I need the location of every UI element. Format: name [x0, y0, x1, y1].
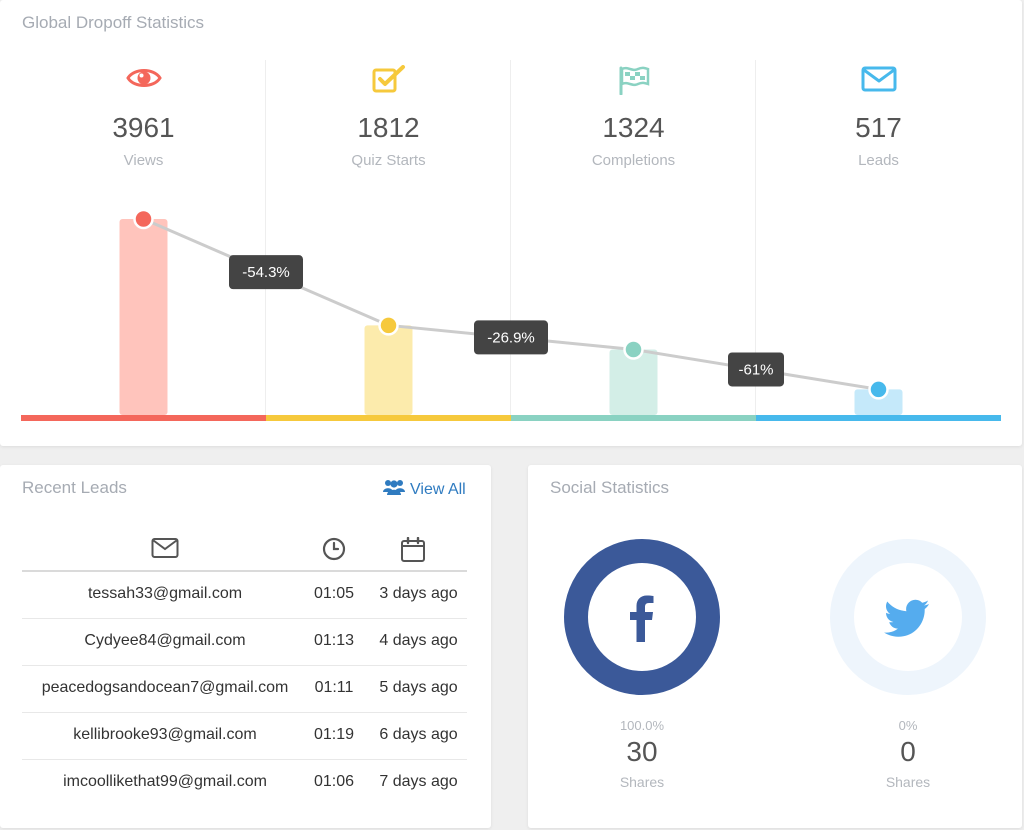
column-divider	[755, 60, 756, 415]
lead-email: Cydyee84@gmail.com	[84, 632, 246, 649]
flag-icon	[511, 65, 756, 95]
dropoff-chart: -54.3% -26.9% -61%	[21, 208, 1001, 421]
leads-count: 517	[855, 112, 902, 143]
view-all-link[interactable]: View All	[383, 479, 466, 500]
view-all-label: View All	[410, 480, 466, 498]
point-2	[378, 315, 399, 336]
table-header-rule	[22, 570, 467, 572]
lead-time: 01:11	[314, 679, 354, 696]
baseline-segment-2	[266, 415, 511, 421]
views-count: 3961	[112, 112, 175, 143]
dropoff-badge-2	[474, 320, 548, 355]
users-icon	[383, 479, 405, 500]
views-label: Views	[123, 152, 164, 169]
point-4	[868, 379, 889, 400]
lead-date: 7 days ago	[379, 773, 458, 790]
facebook-stats: 100.0% 30 Shares	[592, 718, 692, 790]
twitter-percent: 0%	[898, 718, 918, 733]
point-3	[623, 339, 644, 360]
leads-label: Leads	[858, 152, 899, 169]
table-row-rule	[22, 712, 467, 713]
dropoff-label-3: -61%	[738, 361, 773, 378]
column-divider	[265, 60, 266, 415]
lead-date: 3 days ago	[379, 585, 458, 602]
bar-2	[364, 325, 413, 415]
facebook-icon	[630, 595, 654, 642]
bar-1	[119, 219, 168, 415]
recent-leads-card: Recent Leads	[0, 465, 491, 828]
table-row-rule	[22, 618, 467, 619]
clock-icon	[322, 537, 346, 566]
baseline-segment-3	[511, 415, 756, 421]
lead-time: 01:13	[313, 632, 355, 649]
lead-email: tessah33@gmail.com	[87, 585, 243, 602]
social-statistics-title: Social Statistics	[550, 478, 670, 497]
lead-date: 4 days ago	[379, 632, 458, 649]
facebook-count: 30	[626, 736, 658, 767]
lead-email: imcoollikethat99@gmail.com	[63, 773, 267, 790]
checkbox-icon	[266, 65, 511, 93]
baseline-segment-1	[21, 415, 266, 421]
dropoff-badge-1	[229, 255, 303, 290]
lead-email: kellibrooke93@gmail.com	[73, 726, 257, 743]
lead-time: 01:19	[313, 726, 355, 743]
completions-label: Completions	[591, 152, 676, 169]
envelope-icon	[151, 537, 179, 564]
dropoff-card: Global Dropoff Statistics 3961 Views 181…	[0, 0, 1022, 446]
quiz-starts-label: Quiz Starts	[351, 152, 426, 169]
dropoff-label-1: -54.3%	[242, 264, 290, 281]
table-row-rule	[22, 665, 467, 666]
lead-email: peacedogsandocean7@gmail.com	[41, 679, 289, 696]
dropoff-badge-3	[728, 352, 784, 387]
social-statistics-card: Social Statistics 100.0% 30 Shares 0% 0 …	[528, 465, 1022, 828]
stage-quiz-starts: 1812 Quiz Starts	[266, 60, 511, 415]
twitter-stats: 0% 0 Shares	[858, 718, 958, 790]
facebook-shares-label: Shares	[619, 774, 665, 790]
bar-3	[609, 349, 658, 415]
column-divider	[510, 60, 511, 415]
twitter-share-ring	[830, 539, 986, 695]
completions-count: 1324	[602, 112, 665, 143]
lead-date: 5 days ago	[379, 679, 458, 696]
envelope-icon	[756, 65, 1001, 93]
recent-leads-title: Recent Leads	[22, 478, 127, 497]
twitter-count: 0	[900, 736, 916, 767]
point-1	[133, 208, 154, 230]
bar-4	[854, 389, 903, 415]
table-row-rule	[22, 759, 467, 760]
calendar-icon	[400, 536, 426, 568]
facebook-percent: 100.0%	[619, 718, 665, 733]
lead-date: 6 days ago	[379, 726, 458, 743]
twitter-shares-label: Shares	[885, 774, 931, 790]
stage-views: 3961 Views	[21, 60, 266, 415]
quiz-starts-count: 1812	[357, 112, 420, 143]
lead-time: 01:05	[313, 585, 355, 602]
facebook-share-ring	[564, 539, 720, 695]
dropoff-label-2: -26.9%	[487, 329, 535, 346]
twitter-icon	[884, 599, 929, 637]
dropoff-title: Global Dropoff Statistics	[22, 13, 205, 32]
stage-leads: 517 Leads	[756, 60, 1001, 415]
stage-completions: 1324 Completions	[511, 60, 756, 415]
baseline-segment-4	[756, 415, 1001, 421]
lead-time: 01:06	[313, 773, 355, 790]
eye-icon	[21, 65, 266, 93]
